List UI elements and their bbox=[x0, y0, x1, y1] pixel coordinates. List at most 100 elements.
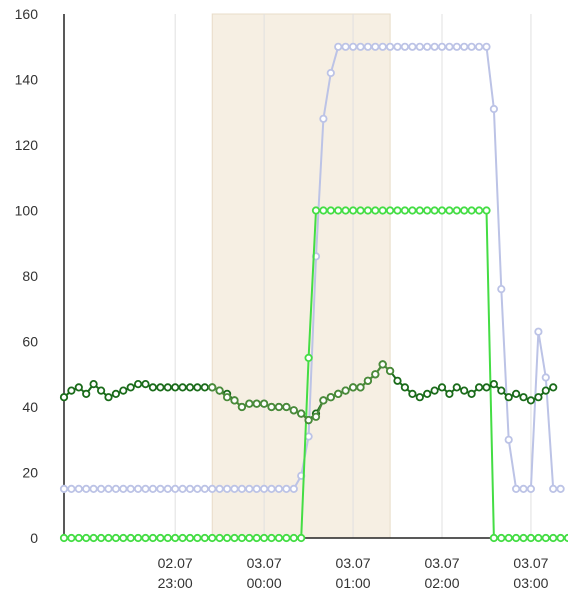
data-point bbox=[215, 484, 224, 493]
data-point bbox=[526, 484, 536, 493]
data-point bbox=[423, 206, 432, 215]
y-tick-label: 20 bbox=[22, 465, 38, 481]
y-tick-label: 120 bbox=[15, 137, 39, 153]
data-point bbox=[297, 533, 306, 543]
data-point bbox=[489, 533, 498, 543]
data-point bbox=[171, 533, 180, 543]
data-point bbox=[119, 484, 128, 493]
data-point bbox=[185, 383, 195, 392]
data-point bbox=[326, 206, 335, 215]
data-point bbox=[467, 389, 476, 398]
x-tick-label-date: 03.07 bbox=[336, 555, 371, 571]
data-point bbox=[141, 379, 150, 389]
data-point bbox=[356, 383, 365, 392]
data-point bbox=[148, 484, 157, 493]
data-point bbox=[237, 533, 246, 543]
data-point bbox=[97, 533, 106, 543]
data-point bbox=[304, 415, 313, 425]
data-point bbox=[237, 484, 246, 493]
data-point bbox=[371, 42, 380, 51]
y-tick-label: 40 bbox=[22, 399, 38, 415]
x-tick-label-date: 03.07 bbox=[424, 555, 459, 571]
data-point bbox=[393, 42, 402, 51]
data-point bbox=[437, 206, 447, 215]
data-point bbox=[356, 206, 365, 215]
data-point bbox=[148, 533, 157, 543]
data-point bbox=[185, 484, 195, 493]
data-point bbox=[415, 206, 424, 215]
data-point bbox=[156, 533, 165, 543]
data-point bbox=[119, 533, 128, 543]
data-point bbox=[482, 206, 491, 215]
data-point bbox=[534, 393, 543, 402]
data-point bbox=[282, 533, 291, 543]
data-point bbox=[97, 484, 106, 493]
data-point bbox=[74, 484, 83, 493]
data-point bbox=[267, 533, 276, 543]
grid-layer bbox=[174, 14, 532, 538]
data-point bbox=[223, 484, 232, 493]
data-point bbox=[348, 383, 358, 392]
data-point bbox=[126, 533, 135, 543]
data-point bbox=[156, 484, 165, 493]
data-point bbox=[304, 353, 313, 362]
data-point bbox=[549, 533, 558, 543]
data-point bbox=[526, 533, 536, 543]
data-point bbox=[252, 484, 261, 493]
data-point bbox=[489, 379, 498, 389]
y-tick-label: 80 bbox=[22, 268, 38, 284]
data-point bbox=[430, 42, 439, 51]
data-point bbox=[193, 383, 202, 392]
data-point bbox=[200, 533, 209, 543]
x-tick-label-date: 03.07 bbox=[513, 555, 548, 571]
data-point bbox=[363, 206, 372, 215]
data-point bbox=[348, 206, 358, 215]
data-point bbox=[474, 42, 484, 51]
data-point bbox=[400, 42, 409, 51]
data-point bbox=[467, 206, 476, 215]
data-point bbox=[67, 533, 76, 543]
x-tick-label-time: 23:00 bbox=[158, 575, 193, 591]
highlight-band bbox=[211, 13, 391, 539]
data-point bbox=[378, 360, 387, 369]
series-4 bbox=[208, 360, 395, 425]
data-point bbox=[393, 206, 402, 215]
data-point bbox=[89, 533, 98, 543]
data-point bbox=[274, 484, 283, 493]
data-point bbox=[319, 206, 328, 215]
data-point bbox=[452, 206, 461, 215]
series-layer bbox=[59, 42, 568, 543]
data-point bbox=[208, 533, 217, 543]
data-point bbox=[237, 402, 246, 412]
x-tick-label-date: 03.07 bbox=[247, 555, 282, 571]
tick-label-layer: 02.07 23:00 03.07 00:00 03.07 01:00 03.07 02:00… bbox=[15, 6, 549, 591]
data-point bbox=[215, 533, 224, 543]
data-point bbox=[259, 484, 269, 493]
data-point bbox=[59, 393, 69, 402]
data-point bbox=[215, 386, 224, 395]
x-tick-label-date: 02.07 bbox=[158, 555, 193, 571]
data-point bbox=[193, 484, 202, 493]
data-point bbox=[193, 533, 202, 543]
data-point bbox=[511, 533, 521, 543]
data-point bbox=[504, 435, 513, 444]
data-point bbox=[400, 206, 409, 215]
data-point bbox=[163, 383, 172, 392]
data-point bbox=[363, 42, 372, 51]
data-point bbox=[230, 396, 239, 405]
data-point bbox=[408, 389, 417, 398]
data-point bbox=[497, 284, 506, 294]
data-point bbox=[534, 327, 543, 336]
y-tick-label: 160 bbox=[15, 6, 39, 22]
data-point bbox=[223, 533, 232, 543]
data-point bbox=[134, 379, 143, 389]
data-point bbox=[82, 484, 91, 493]
data-point bbox=[378, 42, 387, 51]
data-point bbox=[556, 533, 565, 543]
data-point bbox=[289, 484, 298, 493]
data-point bbox=[400, 383, 409, 392]
data-point bbox=[541, 533, 550, 543]
data-point bbox=[482, 383, 491, 392]
data-point bbox=[489, 104, 498, 114]
data-point bbox=[511, 484, 521, 493]
